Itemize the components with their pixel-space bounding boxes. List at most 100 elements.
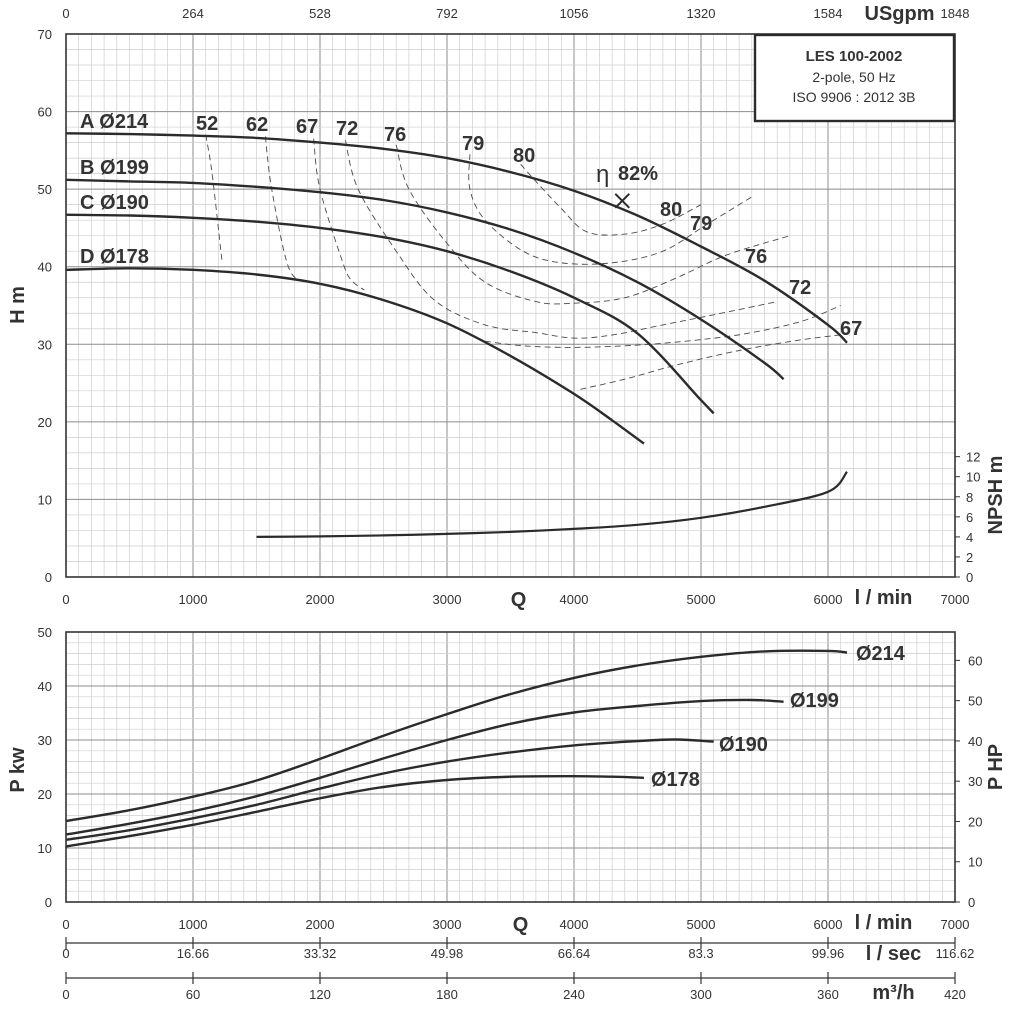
head-curve-label: C Ø190 (80, 192, 149, 214)
y-tick-label: 0 (45, 570, 52, 585)
power-tick-label: 30 (38, 733, 52, 748)
x-tick-label: 5000 (687, 917, 716, 932)
x-tick-label: 0 (62, 917, 69, 932)
x-tick-label: 6000 (814, 917, 843, 932)
x-tick-label: 3000 (433, 592, 462, 607)
hp-tick-label: 60 (968, 653, 982, 668)
extra-axis-tick-label: 116.62 (936, 946, 975, 961)
extra-axis-tick-label: 0 (62, 987, 69, 1002)
head-curve (65, 213, 715, 415)
hp-tick-label: 0 (968, 895, 975, 910)
head-curve-label: A Ø214 (80, 111, 149, 133)
extra-axis-tick-label: 16.66 (177, 946, 210, 961)
hp-tick-label: 50 (968, 694, 982, 709)
efficiency-isoline (264, 136, 306, 283)
npsh-tick-label: 10 (966, 470, 980, 485)
efficiency-label: 76 (745, 246, 767, 268)
extra-axis-tick-label: 33.32 (304, 946, 337, 961)
npsh-tick-label: 2 (966, 550, 973, 565)
head-curve (65, 132, 848, 344)
extra-axis-tick-label: 49.98 (431, 946, 464, 961)
extra-axis-unit: m³/h (872, 982, 914, 1004)
x-tick-label: 4000 (560, 917, 589, 932)
efficiency-label: 52 (196, 113, 218, 135)
x-tick-label: 6000 (814, 592, 843, 607)
x-tick-label: 2000 (306, 592, 335, 607)
power-axis-label: P kw (7, 747, 29, 793)
hp-axis-label: P HP (985, 744, 1007, 790)
efficiency-label: 72 (789, 277, 811, 299)
y-tick-label: 50 (38, 182, 52, 197)
bep-efficiency-label: 82% (618, 163, 658, 185)
power-curve-label: Ø190 (719, 734, 768, 756)
extra-axis-tick-label: 420 (944, 987, 966, 1002)
y-tick-label: 10 (38, 492, 52, 507)
efficiency-isoline (468, 154, 753, 265)
x-tick-label: 7000 (941, 917, 970, 932)
efficiency-isoline (205, 134, 223, 263)
top-tick-label: 1056 (560, 6, 589, 21)
bep-marker (614, 193, 630, 209)
head-curve (65, 178, 785, 381)
x-tick-label: 4000 (560, 592, 589, 607)
chart-subtitle: 2-pole, 50 Hz (812, 69, 895, 85)
top-tick-label: 1848 (941, 6, 970, 21)
y-tick-label: 40 (38, 260, 52, 275)
top-unit-label: USgpm (865, 3, 935, 25)
head-curve-label: B Ø199 (80, 157, 149, 179)
efficiency-label: 80 (513, 145, 535, 167)
power-tick-label: 10 (38, 841, 52, 856)
efficiency-isoline (395, 144, 791, 305)
npsh-tick-label: 12 (966, 450, 980, 465)
extra-axis-tick-label: 300 (690, 987, 712, 1002)
top-tick-label: 0 (62, 6, 69, 21)
efficiency-label: 79 (462, 133, 484, 155)
y-tick-label: 60 (38, 105, 52, 120)
hp-tick-label: 40 (968, 734, 982, 749)
top-tick-label: 1584 (814, 6, 843, 21)
power-curve (65, 649, 848, 823)
hp-tick-label: 20 (968, 814, 982, 829)
extra-axis-tick-label: 180 (436, 987, 458, 1002)
efficiency-isoline (485, 305, 841, 348)
npsh-tick-label: 0 (966, 570, 973, 585)
efficiency-label: 80 (660, 199, 682, 221)
power-curve (65, 738, 714, 842)
power-curve (65, 698, 784, 836)
extra-axis-tick-label: 240 (563, 987, 585, 1002)
power-tick-label: 40 (38, 679, 52, 694)
top-tick-label: 1320 (687, 6, 716, 21)
efficiency-label: 67 (296, 116, 318, 138)
x-axis-label: Q (511, 589, 527, 611)
x-axis-label: Q (513, 914, 529, 936)
head-curve (65, 267, 645, 445)
extra-axis-tick-label: 120 (309, 987, 331, 1002)
npsh-tick-label: 4 (966, 530, 973, 545)
extra-axis-tick-label: 66.64 (558, 946, 591, 961)
x-tick-label: 1000 (179, 917, 208, 932)
extra-axis-tick-label: 60 (186, 987, 200, 1002)
extra-axis-tick-label: 83.3 (688, 946, 713, 961)
title-box (753, 33, 956, 123)
top-plot-frame (65, 33, 956, 578)
chart-subtitle: ISO 9906 : 2012 3B (793, 89, 916, 105)
hp-tick-label: 30 (968, 774, 982, 789)
efficiency-isoline (520, 164, 702, 236)
top-tick-label: 264 (182, 6, 204, 21)
power-tick-label: 0 (45, 895, 52, 910)
x-tick-label: 0 (62, 592, 69, 607)
efficiency-isoline (344, 140, 778, 339)
x-tick-label: 5000 (687, 592, 716, 607)
power-tick-label: 20 (38, 787, 52, 802)
efficiency-label: 62 (246, 114, 268, 136)
x-unit-label: l / min (855, 912, 913, 934)
power-curve (65, 774, 644, 848)
top-tick-label: 792 (436, 6, 458, 21)
extra-axis-tick-label: 360 (817, 987, 839, 1002)
head-curve-label: D Ø178 (80, 246, 149, 268)
power-curve-label: Ø214 (856, 643, 906, 665)
x-tick-label: 7000 (941, 592, 970, 607)
hp-tick-label: 10 (968, 855, 982, 870)
